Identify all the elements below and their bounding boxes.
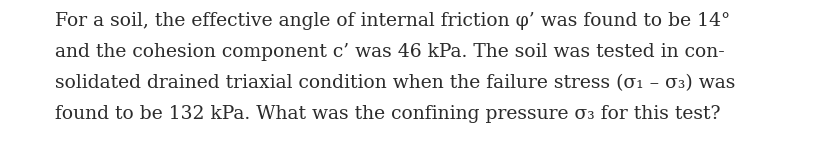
Text: and the cohesion component c’ was 46 kPa. The soil was tested in con-: and the cohesion component c’ was 46 kPa… xyxy=(55,43,724,61)
Text: found to be 132 kPa. What was the confining pressure σ₃ for this test?: found to be 132 kPa. What was the confin… xyxy=(55,105,719,123)
Text: solidated drained triaxial condition when the failure stress (σ₁ – σ₃) was: solidated drained triaxial condition whe… xyxy=(55,74,734,92)
Text: For a soil, the effective angle of internal friction φ’ was found to be 14°: For a soil, the effective angle of inter… xyxy=(55,12,729,30)
